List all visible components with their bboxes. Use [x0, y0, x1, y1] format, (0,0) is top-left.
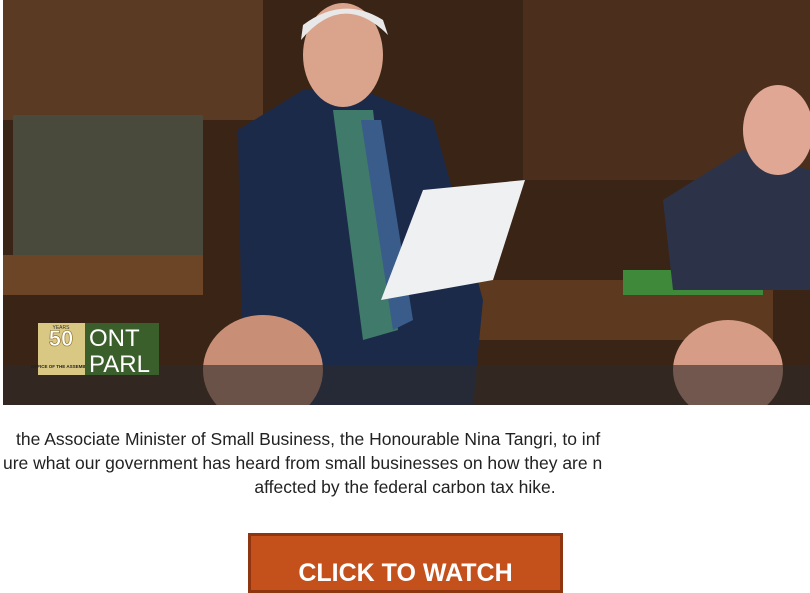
railing: [3, 255, 203, 295]
logo-years: YEARS: [53, 325, 71, 331]
logo-ont: ONT: [89, 325, 140, 352]
caption-line: ure what our government has heard from s…: [3, 452, 602, 474]
video-thumbnail[interactable]: 50 YEARS OFFICE OF THE ASSEMBLY ONT PARL: [3, 0, 810, 405]
wood-panel: [13, 115, 203, 255]
logo-parl: PARL: [89, 351, 150, 378]
logo: 50 YEARS OFFICE OF THE ASSEMBLY ONT PARL: [31, 323, 159, 378]
caption-line: the Associate Minister of Small Business…: [16, 428, 600, 450]
page: 50 YEARS OFFICE OF THE ASSEMBLY ONT PARL…: [0, 0, 810, 569]
caption-line: affected by the federal carbon tax hike.: [0, 476, 810, 498]
logo-office: OFFICE OF THE ASSEMBLY: [31, 364, 91, 369]
person-right-head: [743, 85, 810, 175]
wood-panel: [3, 0, 263, 120]
watch-button[interactable]: CLICK TO WATCH: [248, 533, 563, 593]
